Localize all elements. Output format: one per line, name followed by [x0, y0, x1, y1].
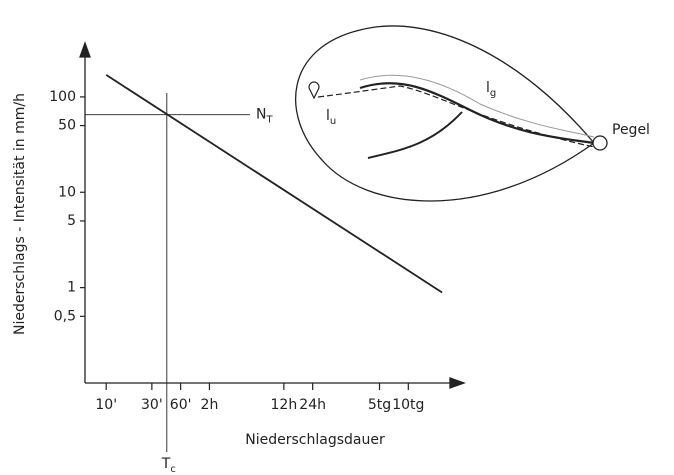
inset: [294, 25, 608, 202]
reference-y-label-main: N: [256, 107, 266, 123]
source-pin: [308, 81, 320, 100]
reference-x-label-main: T: [161, 456, 171, 472]
x-tick-label: 10': [95, 397, 117, 413]
inset-label: lu: [326, 108, 336, 127]
line: [105, 74, 443, 294]
gauge: [592, 135, 608, 151]
y-tick-label: 1: [67, 280, 76, 296]
axes: [79, 41, 466, 389]
x-tick-label: 5tg: [368, 397, 391, 413]
label-lu: l: [326, 108, 330, 124]
x-tick-label: 30': [141, 397, 163, 413]
reference-x-label-sub: c: [170, 464, 176, 475]
tributary: [367, 111, 463, 159]
y-tick-label: 50: [58, 118, 76, 134]
reference-y-label: NT: [256, 107, 273, 126]
y-axis-label: Niederschlags - Intensität in mm/h: [12, 93, 28, 335]
x-tick-label: 2h: [201, 397, 219, 413]
reference-y-label-sub: T: [265, 115, 273, 126]
flow-path-u: [317, 85, 595, 148]
x-tick-label: 10tg: [392, 397, 424, 413]
y-tick-label: 10: [58, 184, 76, 200]
y-tick-label: 100: [49, 89, 76, 105]
x-tick-label: 12h: [271, 397, 298, 413]
inset-label: lg: [486, 80, 496, 99]
gauge-label: Pegel: [612, 122, 650, 138]
flow-path-g: [359, 74, 595, 138]
x-axis-label: Niederschlagsdauer: [245, 432, 385, 448]
x-arrow: [449, 377, 466, 389]
x-tick-label: 24h: [299, 397, 326, 413]
label-lu-sub: u: [330, 116, 336, 127]
reference-x-label: Tc: [161, 456, 176, 475]
y-arrow: [79, 41, 91, 58]
label-lg-sub: g: [490, 88, 496, 99]
y-tick-label: 5: [67, 213, 76, 229]
catchment: [294, 25, 595, 202]
label-lg: l: [486, 80, 490, 96]
y-tick-label: 0,5: [54, 308, 76, 324]
x-tick-label: 60': [170, 397, 192, 413]
